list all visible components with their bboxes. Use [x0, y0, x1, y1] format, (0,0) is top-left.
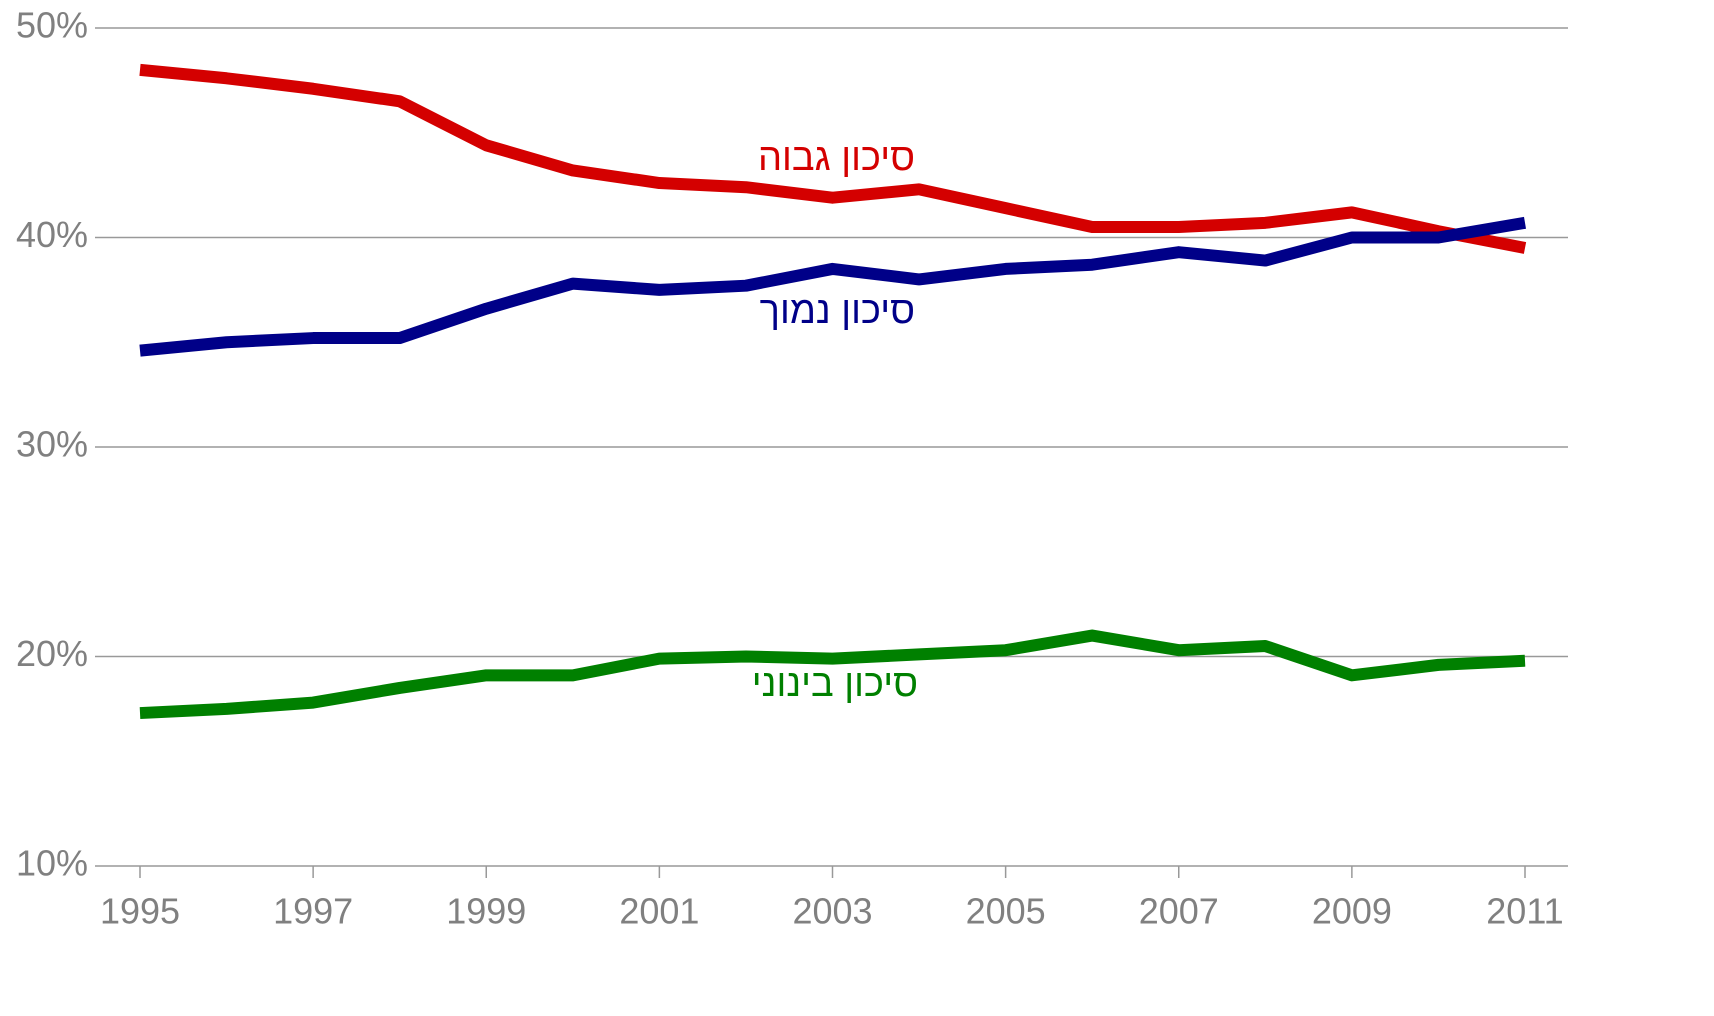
- series-label: סיכון נמוך: [760, 290, 915, 332]
- y-tick-label: 30%: [16, 424, 88, 465]
- series-line: [139, 63, 1527, 254]
- x-tick-label: 2009: [1312, 891, 1392, 932]
- x-tick-label: 2003: [792, 891, 872, 932]
- x-tick-label: 2011: [1486, 891, 1563, 932]
- y-tick-label: 40%: [16, 214, 88, 255]
- y-tick-label: 50%: [16, 5, 88, 46]
- y-tick-label: 10%: [16, 843, 88, 884]
- series-line: [139, 216, 1527, 357]
- x-tick-label: 1997: [273, 891, 353, 932]
- series-line: [139, 629, 1526, 720]
- x-tick-label: 1999: [446, 891, 526, 932]
- series-label: סיכון גבוה: [758, 137, 915, 179]
- x-tick-label: 2005: [966, 891, 1046, 932]
- series-label: סיכון בינוני: [752, 663, 918, 705]
- x-tick-label: 2007: [1139, 891, 1219, 932]
- x-tick-label: 2001: [619, 891, 699, 932]
- x-tick-label: 1995: [100, 891, 180, 932]
- y-tick-label: 20%: [16, 633, 88, 674]
